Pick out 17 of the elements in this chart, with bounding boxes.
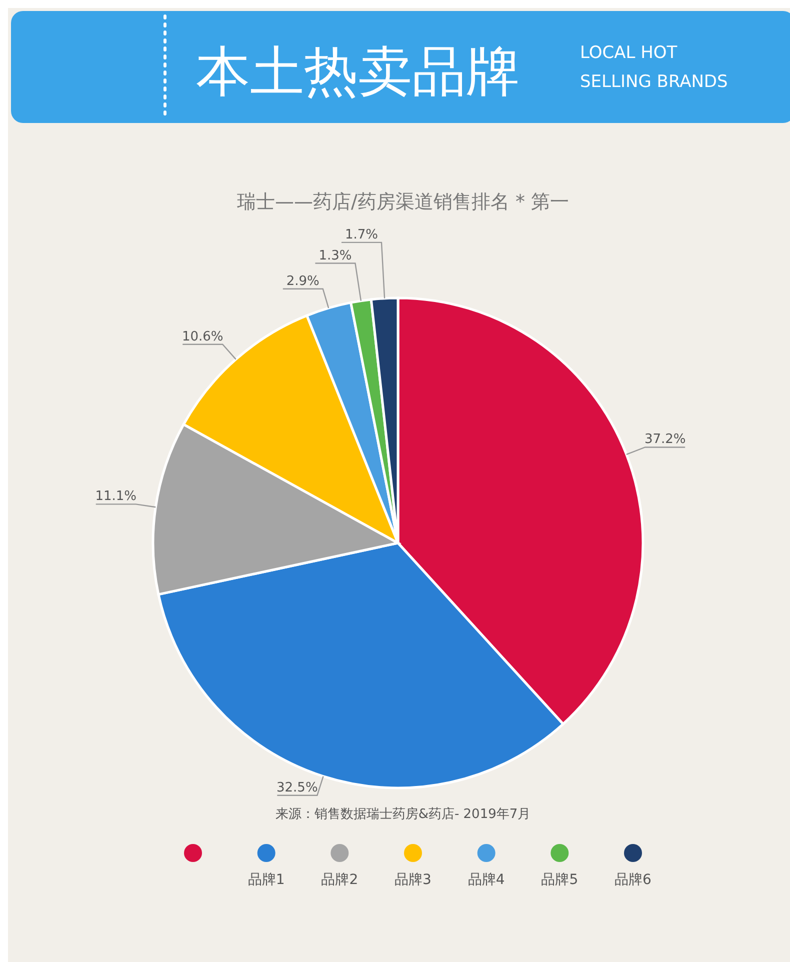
legend-label: 品牌4 bbox=[468, 872, 505, 888]
legend-label: 品牌3 bbox=[394, 872, 432, 888]
data-label: 1.7% bbox=[344, 227, 378, 242]
source-note: 来源：销售数据瑞士药房&药店- 2019年7月 bbox=[275, 806, 531, 822]
data-label: 11.1% bbox=[95, 489, 137, 504]
legend-label: 品牌5 bbox=[541, 872, 578, 888]
text: 本土热卖品牌 bbox=[196, 40, 520, 103]
text: LOCAL HOT SELLING BRANDS bbox=[580, 43, 728, 92]
chart-title: 瑞士——药店/药房渠道销售排名 * 第一 bbox=[237, 191, 569, 213]
legend-label: 品牌2 bbox=[321, 872, 358, 888]
data-label: 1.3% bbox=[318, 248, 352, 264]
legend-label: 品牌6 bbox=[614, 872, 652, 888]
data-label: 32.5% bbox=[276, 780, 318, 796]
data-label: 10.6% bbox=[182, 329, 224, 344]
data-label: 37.2% bbox=[644, 432, 686, 448]
legend-label: 品牌1 bbox=[248, 872, 285, 888]
data-label: 2.9% bbox=[286, 274, 320, 289]
